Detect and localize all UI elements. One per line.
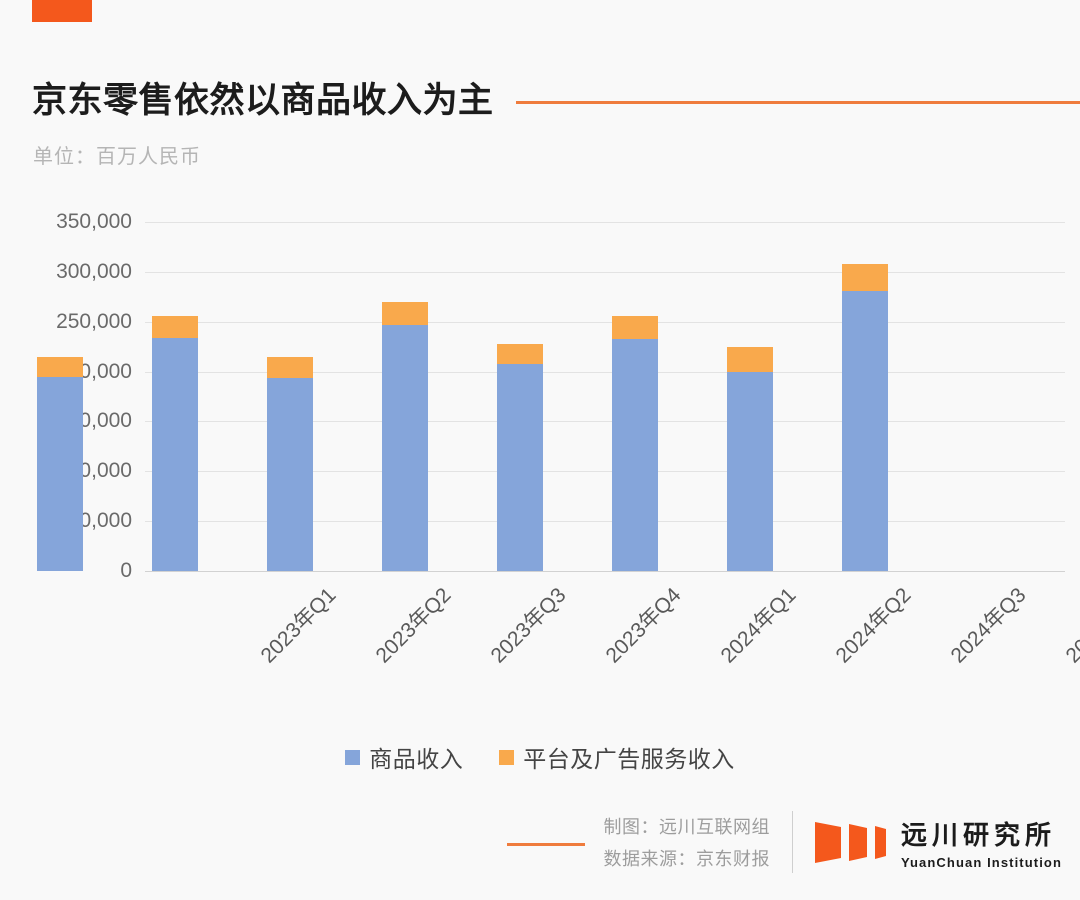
y-axis-tick-label: 350,000	[56, 210, 132, 233]
legend-item[interactable]: 商品收入	[345, 740, 463, 774]
bar-segment-goods[interactable]	[36, 376, 83, 571]
bar-segment-goods[interactable]	[151, 338, 198, 571]
chart-subtitle: 单位：百万人民币	[33, 146, 201, 168]
credits: 制图：远川互联网组 数据来源：京东财报	[603, 813, 770, 871]
brand-name-cn: 远川研究所	[900, 819, 1056, 850]
gridline	[145, 271, 1065, 273]
bar-group[interactable]	[266, 356, 313, 571]
brand-name-en: YuanChuan Institution	[900, 854, 1062, 870]
bar-group[interactable]	[496, 343, 543, 571]
bar-segment-platform-ads[interactable]	[841, 264, 888, 292]
footer-divider	[791, 811, 793, 873]
bar-segment-platform-ads[interactable]	[36, 357, 83, 377]
credit-source: 数据来源：京东财报	[603, 849, 770, 869]
gridline	[145, 371, 1065, 373]
axis-baseline	[145, 571, 1065, 572]
page-title: 京东零售依然以商品收入为主	[32, 80, 494, 120]
yuanchuan-logo-icon	[814, 820, 887, 864]
legend-label: 商品收入	[369, 746, 464, 772]
gridline	[145, 471, 1065, 473]
x-axis-tick-label: 2023年Q4	[601, 583, 686, 668]
bar-segment-platform-ads[interactable]	[151, 316, 198, 339]
bar-series	[0, 200, 920, 600]
bar-segment-goods[interactable]	[496, 364, 543, 571]
bar-group[interactable]	[726, 346, 773, 571]
x-axis-labels: 2023年Q1 2023年Q2 2023年Q3 2023年Q4 2024年Q1 2024年…	[145, 580, 1080, 700]
plot-area: 350,000 300,000 250,000 200,000 150,000 100,0…	[0, 200, 1080, 600]
bar-group[interactable]	[36, 357, 83, 571]
gridline	[145, 421, 1065, 423]
gridline	[145, 521, 1065, 523]
bar-segment-platform-ads[interactable]	[496, 343, 543, 365]
bar-group[interactable]	[381, 302, 428, 571]
x-axis-tick-label: 2024年Q3	[946, 583, 1031, 668]
bar-segment-goods[interactable]	[266, 378, 313, 571]
x-axis-tick-label: 2023年Q1	[256, 583, 341, 668]
bar-segment-goods[interactable]	[726, 372, 773, 571]
bar-segment-platform-ads[interactable]	[266, 356, 313, 379]
y-axis-tick-label: 0	[120, 559, 132, 582]
brand-logo: 远川研究所 YuanChuan Institution	[814, 815, 1062, 870]
footer-rule	[507, 842, 586, 846]
bar-segment-platform-ads[interactable]	[381, 302, 428, 326]
x-axis-tick-label: 2023年Q3	[486, 583, 571, 668]
accent-block	[32, 0, 92, 22]
title-rule	[515, 100, 1080, 104]
bar-group[interactable]	[151, 316, 198, 571]
gridline	[145, 321, 1065, 323]
x-axis-tick-label: 2024年Q1	[716, 583, 801, 668]
legend-swatch-icon	[499, 749, 515, 765]
bar-segment-goods[interactable]	[381, 325, 428, 571]
legend-swatch-icon	[345, 749, 361, 765]
y-axis-tick-label: 300,000	[56, 259, 132, 283]
gridlines	[145, 200, 1065, 600]
bar-segment-goods[interactable]	[841, 291, 888, 571]
x-axis-tick-label: 2024年Q2	[831, 583, 916, 668]
bar-group[interactable]	[841, 264, 888, 571]
legend-label: 平台及广告服务收入	[523, 746, 735, 772]
x-axis-tick-label: 2023年Q2	[371, 583, 456, 668]
gridline	[145, 222, 1065, 223]
y-axis-tick-label: 50,000	[67, 509, 132, 533]
title-row: 京东零售依然以商品收入为主	[32, 72, 1080, 128]
bar-group[interactable]	[611, 315, 658, 571]
bar-segment-goods[interactable]	[611, 338, 658, 571]
bar-segment-platform-ads[interactable]	[611, 315, 658, 339]
footer: 制图：远川互联网组 数据来源：京东财报 远川研究所 YuanChuan Inst…	[0, 802, 1080, 882]
legend-item[interactable]: 平台及广告服务收入	[499, 740, 735, 774]
bar-segment-platform-ads[interactable]	[726, 346, 773, 373]
chart-legend: 商品收入 平台及广告服务收入	[0, 740, 1080, 774]
brand-text: 远川研究所 YuanChuan Institution	[901, 815, 1062, 870]
y-axis-tick-label: 250,000	[56, 309, 132, 333]
credit-maker: 制图：远川互联网组	[603, 817, 770, 837]
